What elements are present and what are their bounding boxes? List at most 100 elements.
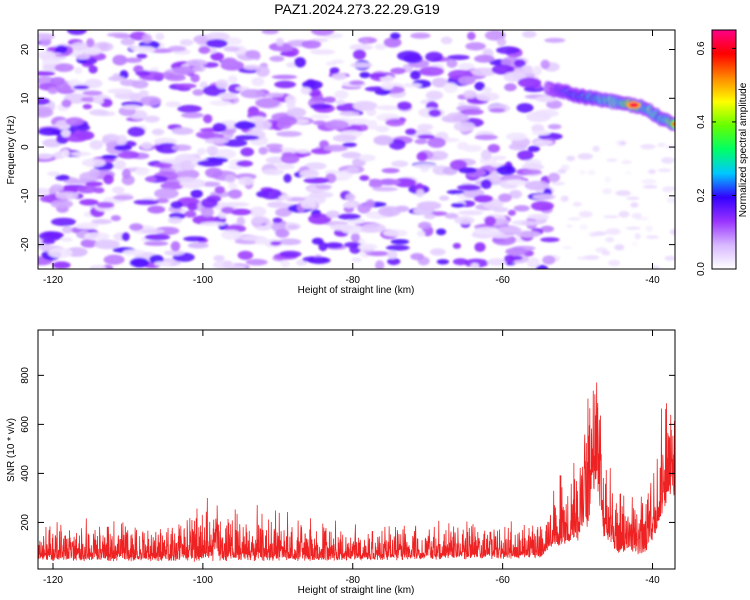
heatmap-cell [373,135,394,146]
heatmap-cell [94,239,120,250]
heatmap-cell [474,242,486,253]
heatmap-cell [82,90,103,96]
heatmap-cell [403,53,423,64]
heatmap-cell [198,46,211,54]
spectrogram-frame [37,29,676,270]
heatmap-cell [474,134,498,141]
heatmap-cell [652,265,660,269]
heatmap-cell [301,40,322,49]
heatmap-cell [223,46,240,52]
heatmap-cell [492,207,509,213]
heatmap-cell [174,83,197,89]
heatmap-cell [473,227,500,235]
heatmap-cell [67,79,81,87]
heatmap-cell [122,249,145,256]
heatmap-cell [154,188,179,199]
heatmap-cell [196,147,206,156]
heatmap-cell [299,169,320,179]
heatmap-cell [383,37,402,48]
heatmap-cell [562,246,573,250]
heatmap-cell [230,208,252,216]
heatmap-cell [349,80,365,86]
heatmap-cell [55,45,68,54]
heatmap-cell [245,50,260,59]
heatmap-cell [228,182,238,190]
heatmap-cell [344,241,362,248]
heatmap-cell [490,170,500,182]
heatmap-cell [38,50,56,60]
heatmap-cell [310,49,336,55]
heatmap-cell [141,33,153,44]
heatmap-cell [300,87,312,95]
heatmap-cell [256,66,270,77]
heatmap-cell [601,250,611,256]
heatmap-cell [331,72,347,81]
heatmap-cell [243,64,262,70]
heatmap-cell [221,206,235,214]
heatmap-cell [664,255,675,261]
heatmap-cell [50,184,64,193]
heatmap-cell [38,188,50,195]
heatmap-cell [390,67,406,75]
heatmap-cell [345,193,356,201]
heatmap-cell [38,33,56,40]
heatmap-cell [206,145,219,155]
heatmap-cell [509,189,523,199]
heatmap-cell [195,131,215,139]
spectrogram-x-tick-label: -40 [645,275,660,286]
heatmap-cell [606,158,618,162]
heatmap-cell [608,259,621,267]
heatmap-cell [83,47,102,56]
heatmap-cell [387,257,401,266]
heatmap-cell [329,67,340,74]
heatmap-cell [214,149,237,159]
heatmap-cell [474,54,495,63]
heatmap-cell [144,234,171,241]
heatmap-cell [237,250,254,260]
spectrogram-x-ticks: -120 -100 -80 -60 -40 [43,30,660,286]
heatmap-cells [38,30,675,269]
heatmap-cell [588,231,599,237]
heatmap-cell [129,223,144,231]
heatmap-cell [121,232,130,242]
heatmap-cell [631,241,639,247]
heatmap-cell [647,169,657,175]
heatmap-cell [38,231,63,242]
heatmap-cell [385,244,410,251]
heatmap-cell [40,195,53,203]
heatmap-cell [372,186,398,192]
heatmap-cell [416,230,426,237]
heatmap-cell [308,88,322,97]
heatmap-cell [521,65,533,72]
heatmap-cell [388,139,406,150]
heatmap-cell [129,257,150,268]
heatmap-cell [94,98,105,105]
heatmap-cell [225,37,242,46]
heatmap-cell [107,88,133,94]
heatmap-cell [358,154,376,162]
heatmap-cell [522,169,542,176]
heatmap-cell [147,205,166,214]
heatmap-cell [266,143,283,149]
heatmap-cell [215,79,229,89]
heatmap-cell [531,130,551,136]
heatmap-cell [522,30,537,38]
heatmap-cell [122,168,131,179]
heatmap-cell [621,160,632,165]
heatmap-cell [491,64,515,75]
heatmap-cell [630,202,639,208]
heatmap-cell [374,43,387,50]
heatmap-cell [88,65,98,74]
heatmap-cell [207,47,218,54]
heatmap-cell [506,179,529,186]
heatmap-cell [540,225,554,233]
heatmap-cell [127,126,146,137]
heatmap-cell [657,142,666,148]
heatmap-cell [349,43,373,51]
heatmap-cell [228,83,242,94]
snr-y-tick-label: 800 [20,367,31,384]
heatmap-cell [227,75,238,84]
heatmap-cell [562,195,569,201]
heatmap-cell [132,46,156,53]
heatmap-cell [504,254,516,264]
